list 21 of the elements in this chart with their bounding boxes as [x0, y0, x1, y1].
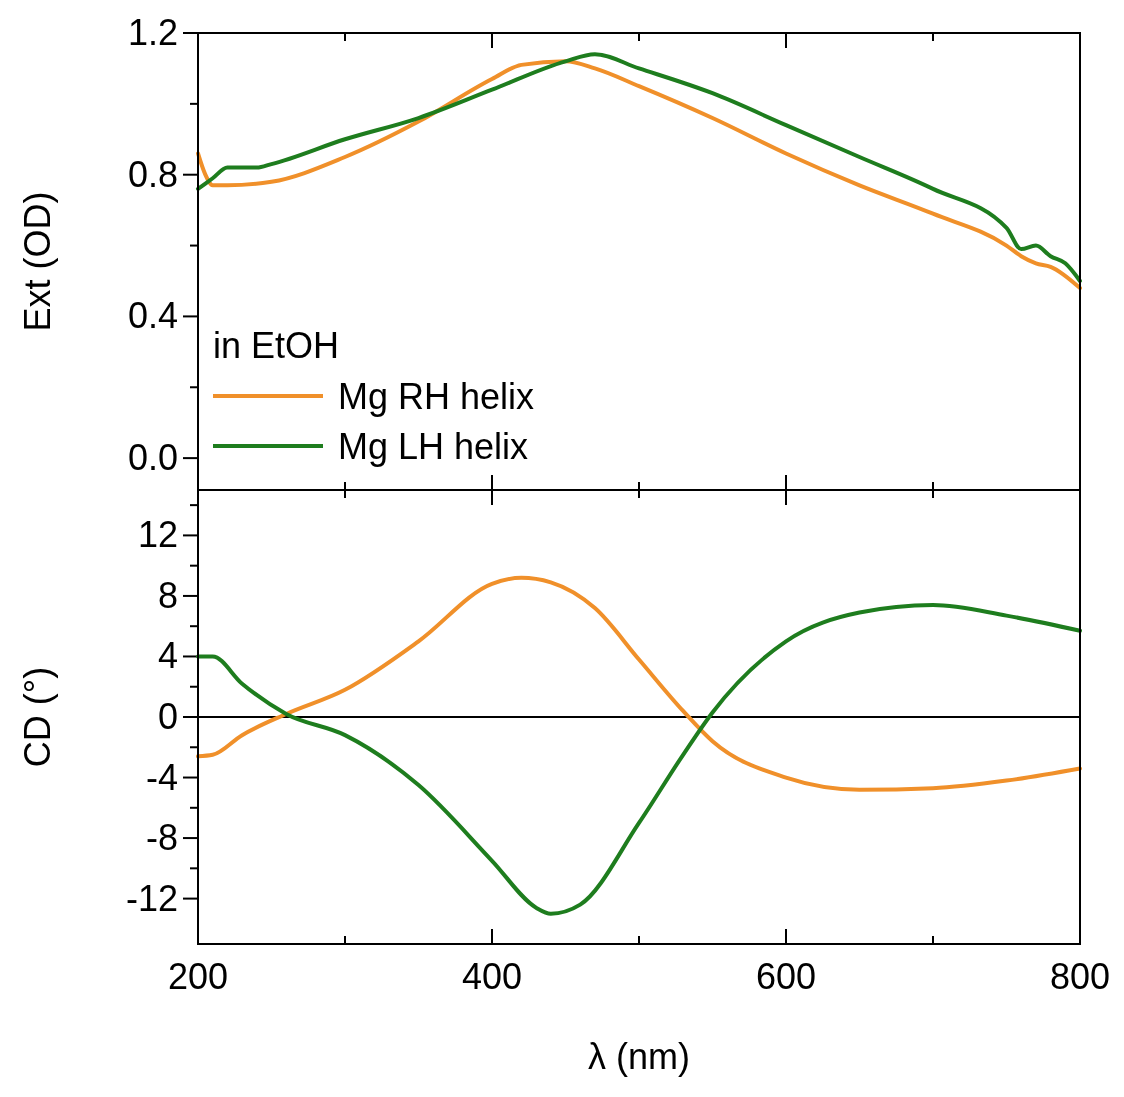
x-tick-label: 400 — [461, 956, 523, 997]
x-tick-label: 200 — [167, 956, 229, 997]
x-tick-label: 600 — [755, 956, 817, 997]
x-tick-label: 800 — [1049, 956, 1111, 997]
y-axis-title: Ext (OD) — [17, 191, 58, 332]
y-tick-label: -8 — [145, 817, 178, 859]
y-tick-label: 4 — [157, 635, 178, 677]
legend-title: in EtOH — [213, 325, 340, 366]
legend-label: Mg LH helix — [338, 426, 529, 467]
y-tick-label: 1.2 — [127, 12, 178, 53]
y-tick-label: 0.4 — [127, 295, 178, 337]
y-tick-label: 0.0 — [127, 437, 178, 479]
y-axis-title: CD (°) — [17, 666, 58, 768]
y-tick-label: -4 — [145, 756, 178, 798]
y-tick-label: -12 — [125, 877, 178, 919]
y-tick-label: 12 — [137, 514, 178, 556]
y-tick-label: 0.8 — [127, 153, 178, 195]
y-tick-label: 0 — [157, 696, 178, 737]
y-tick-label: 8 — [157, 574, 178, 616]
x-axis-title: λ (nm) — [588, 1036, 690, 1077]
legend-label: Mg RH helix — [338, 376, 535, 417]
